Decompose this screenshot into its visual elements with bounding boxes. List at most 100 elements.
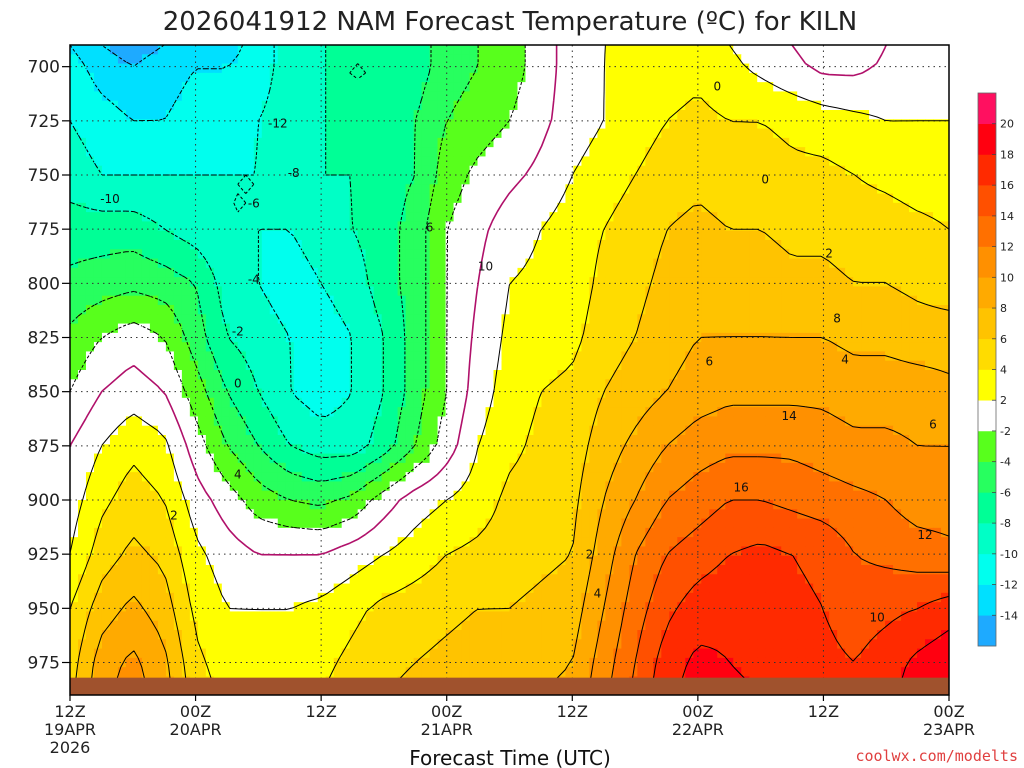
temperature-cell xyxy=(173,286,183,297)
temperature-cell xyxy=(829,444,838,455)
temperature-cell xyxy=(229,100,239,111)
temperature-cell xyxy=(549,156,559,167)
temperature-cell xyxy=(805,193,814,204)
temperature-cell xyxy=(885,277,894,288)
temperature-cell xyxy=(85,435,95,445)
temperature-cell xyxy=(245,110,255,120)
temperature-cell xyxy=(525,323,535,334)
temperature-cell xyxy=(461,360,471,371)
temperature-cell xyxy=(917,416,926,427)
temperature-cell xyxy=(669,286,678,297)
temperature-cell xyxy=(70,72,79,83)
temperature-cell xyxy=(341,184,351,195)
temperature-cell xyxy=(525,388,535,399)
temperature-cell xyxy=(845,156,854,167)
temperature-cell xyxy=(477,425,487,436)
temperature-cell xyxy=(349,212,359,223)
temperature-cell xyxy=(70,128,79,139)
temperature-cell xyxy=(933,63,942,74)
temperature-cell xyxy=(445,45,455,55)
temperature-cell xyxy=(645,295,654,306)
temperature-cell xyxy=(445,156,455,167)
temperature-cell xyxy=(669,425,678,436)
temperature-cell xyxy=(869,397,878,408)
temperature-cell xyxy=(237,305,247,315)
temperature-cell xyxy=(877,91,886,102)
temperature-cell xyxy=(469,453,479,464)
temperature-cell xyxy=(589,240,598,250)
temperature-cell xyxy=(277,45,287,55)
temperature-cell xyxy=(869,407,878,418)
temperature-cell xyxy=(277,370,287,380)
temperature-cell xyxy=(661,360,670,371)
temperature-cell xyxy=(461,444,471,455)
temperature-cell xyxy=(365,462,375,473)
temperature-cell xyxy=(437,45,447,55)
temperature-cell xyxy=(589,184,598,195)
temperature-cell xyxy=(221,110,231,120)
temperature-cell xyxy=(861,397,870,408)
temperature-cell xyxy=(109,100,119,111)
temperature-cell xyxy=(245,249,255,260)
temperature-cell xyxy=(741,147,750,158)
temperature-cell xyxy=(333,342,343,353)
temperature-cell xyxy=(877,221,886,232)
temperature-cell xyxy=(469,212,479,223)
temperature-cell xyxy=(181,193,191,204)
temperature-cell xyxy=(733,435,742,445)
temperature-cell xyxy=(421,277,431,288)
temperature-cell xyxy=(853,193,862,204)
temperature-cell xyxy=(373,82,383,93)
temperature-cell xyxy=(613,295,622,306)
temperature-cell xyxy=(421,91,431,102)
temperature-cell xyxy=(469,184,479,195)
temperature-cell xyxy=(909,425,918,436)
temperature-cell xyxy=(413,444,423,455)
temperature-cell xyxy=(813,91,822,102)
temperature-cell xyxy=(493,351,503,362)
temperature-cell xyxy=(389,295,399,306)
temperature-cell xyxy=(933,277,942,288)
temperature-cell xyxy=(373,453,383,464)
temperature-cell xyxy=(605,110,614,120)
temperature-cell xyxy=(133,370,143,380)
temperature-cell xyxy=(109,314,119,325)
temperature-cell xyxy=(701,453,710,464)
temperature-cell xyxy=(493,388,503,399)
temperature-cell xyxy=(789,63,798,74)
temperature-cell xyxy=(805,230,814,241)
temperature-cell xyxy=(893,388,902,399)
temperature-cell xyxy=(157,137,167,148)
temperature-cell xyxy=(757,45,766,55)
temperature-cell xyxy=(653,370,662,380)
temperature-cell xyxy=(581,397,591,408)
temperature-cell xyxy=(181,425,191,436)
temperature-cell xyxy=(525,258,535,269)
temperature-cell xyxy=(413,388,423,399)
temperature-cell xyxy=(181,45,191,55)
temperature-cell xyxy=(565,193,575,204)
temperature-cell xyxy=(357,119,367,130)
temperature-cell xyxy=(293,462,303,473)
temperature-cell xyxy=(501,147,511,158)
temperature-cell xyxy=(405,416,415,427)
temperature-cell xyxy=(925,110,934,120)
temperature-cell xyxy=(237,137,247,148)
temperature-cell xyxy=(597,388,606,399)
temperature-cell xyxy=(85,453,95,464)
temperature-cell xyxy=(445,212,455,223)
temperature-cell xyxy=(805,379,814,390)
temperature-cell xyxy=(861,416,870,427)
temperature-cell xyxy=(165,249,175,260)
temperature-cell xyxy=(813,184,822,195)
temperature-cell xyxy=(293,249,303,260)
temperature-cell xyxy=(165,351,175,362)
temperature-cell xyxy=(629,72,638,83)
temperature-cell xyxy=(517,147,527,158)
temperature-cell xyxy=(173,72,183,83)
temperature-cell xyxy=(245,156,255,167)
temperature-cell xyxy=(893,45,902,55)
temperature-cell xyxy=(413,286,423,297)
temperature-cell xyxy=(605,230,614,241)
temperature-cell xyxy=(437,137,447,148)
